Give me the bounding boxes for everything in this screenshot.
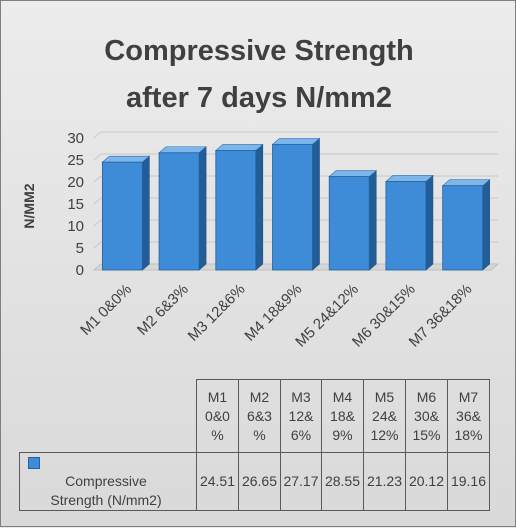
y-tick-label: 10 bbox=[67, 218, 84, 235]
bar bbox=[215, 150, 257, 271]
bar bbox=[385, 181, 427, 271]
y-tick-label: 30 bbox=[67, 130, 84, 147]
legend-key-swatch bbox=[28, 457, 40, 470]
table-value-m2: 26.65 bbox=[238, 452, 281, 511]
gridline-depth bbox=[93, 175, 102, 183]
x-tick-label: M1 0&0% bbox=[77, 281, 135, 339]
bar-side bbox=[425, 174, 434, 271]
table-value-m6: 20.12 bbox=[405, 452, 448, 511]
bar-side bbox=[255, 143, 264, 271]
table-header-m2: M2 6&3% bbox=[238, 379, 281, 453]
bar bbox=[101, 161, 143, 271]
table-header-m1: M1 0&0% bbox=[196, 379, 239, 453]
legend-entry: Compressive Strength (N/mm2) bbox=[19, 452, 197, 511]
bar-side bbox=[482, 179, 490, 271]
chart-title-line-2: after 7 days N/mm2 bbox=[126, 82, 392, 114]
table-value-m5: 21.23 bbox=[363, 452, 406, 511]
table-value-m3: 27.17 bbox=[280, 452, 322, 511]
chart-title-line-1: Compressive Strength bbox=[104, 35, 414, 67]
bar-top bbox=[328, 170, 378, 177]
bar-side bbox=[368, 169, 377, 271]
gridline-depth bbox=[93, 241, 102, 249]
y-tick-label: 25 bbox=[67, 152, 84, 169]
bar bbox=[158, 152, 200, 271]
bar-top bbox=[441, 179, 491, 186]
table-header-m5: M5 24& 12% bbox=[363, 379, 406, 453]
bar-top bbox=[271, 138, 321, 145]
bar bbox=[272, 143, 313, 271]
bar-side bbox=[142, 155, 150, 271]
bar-top bbox=[214, 144, 264, 151]
x-tick-label: M2 6&3% bbox=[134, 281, 192, 339]
y-tick-label: 5 bbox=[76, 240, 84, 257]
table-value-m4: 28.55 bbox=[321, 452, 364, 511]
bar-top bbox=[385, 175, 434, 182]
bar-top bbox=[101, 155, 151, 163]
bar-side bbox=[198, 146, 207, 271]
x-tick-label: M3 12&6% bbox=[185, 281, 249, 345]
data-table-header-row: M1 0&0% M2 6&3% M3 12& 6% M4 18& 9% M5 24& 12% M… bbox=[20, 379, 490, 453]
table-header-m7: M7 36& 18% bbox=[447, 379, 490, 453]
gridline-depth bbox=[93, 153, 102, 161]
bar bbox=[442, 185, 484, 271]
data-table-corner bbox=[20, 380, 197, 453]
table-header-m4: M4 18& 9% bbox=[321, 379, 364, 453]
data-table-value-row: Compressive Strength (N/mm2) 24.51 26.65 … bbox=[19, 452, 490, 511]
table-header-m6: M6 30& 15% bbox=[405, 379, 448, 453]
gridline-depth bbox=[93, 197, 102, 205]
bar-side bbox=[312, 137, 320, 271]
bar-top bbox=[158, 146, 207, 154]
y-axis-label: N/MM2 bbox=[21, 183, 37, 229]
gridline-depth bbox=[93, 219, 102, 227]
table-header-m3: M3 12& 6% bbox=[280, 379, 322, 453]
y-tick-label: 0 bbox=[76, 262, 84, 279]
legend-label: Compressive Strength (N/mm2) bbox=[50, 473, 162, 508]
table-value-m1: 24.51 bbox=[196, 452, 239, 511]
y-tick-label: 15 bbox=[67, 196, 84, 213]
y-tick-label: 20 bbox=[67, 174, 84, 191]
bar bbox=[328, 176, 370, 271]
data-table: M1 0&0% M2 6&3% M3 12& 6% M4 18& 9% M5 24& 12% M… bbox=[19, 379, 490, 511]
gridline-depth bbox=[93, 131, 102, 139]
table-value-m7: 19.16 bbox=[447, 452, 490, 511]
